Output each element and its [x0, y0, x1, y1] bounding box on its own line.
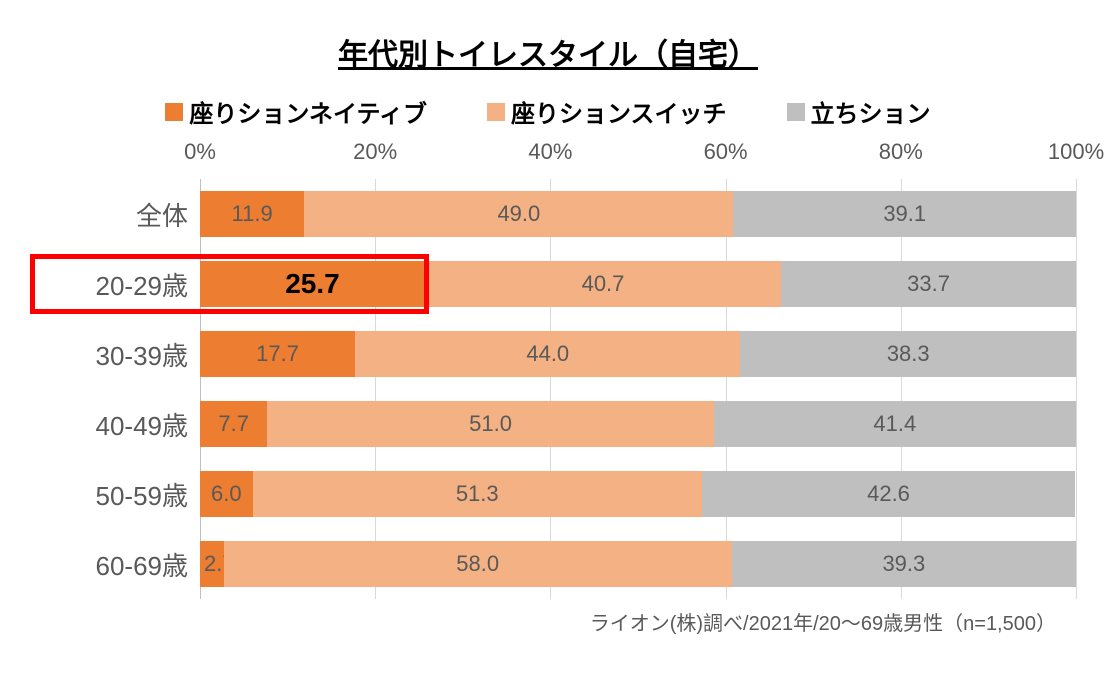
value-label: 17.7 — [256, 341, 299, 367]
plot-area: 全体11.949.039.120-29歳25.740.733.730-39歳17… — [20, 179, 1076, 599]
bar-segment: 41.4 — [714, 401, 1076, 447]
bar-row: 40-49歳 7.7 51.0 41.4 — [20, 389, 1076, 459]
chart-container: 年代別トイレスタイル（自宅） 座りションネイティブ 座りションスイッチ 立ちショ… — [0, 0, 1116, 675]
bar-segment: 51.0 — [267, 401, 713, 447]
legend-swatch — [787, 103, 805, 121]
legend-label: 立ちション — [811, 94, 931, 129]
legend: 座りションネイティブ 座りションスイッチ 立ちション — [20, 94, 1076, 129]
legend-swatch — [165, 103, 183, 121]
value-label: 51.0 — [469, 411, 512, 437]
category-label: 20-29歳 — [20, 266, 200, 303]
bar-segment: 58.0 — [224, 541, 732, 587]
bar-segment: 49.0 — [304, 191, 733, 237]
bar-track: 6.0 51.3 42.6 — [200, 471, 1076, 517]
bar-row: 全体 11.9 49.0 39.1 — [20, 179, 1076, 249]
bar-track: 2.7 58.0 39.3 — [200, 541, 1076, 587]
bar-track: 11.9 49.0 39.1 — [200, 191, 1076, 237]
bar-segment: 7.7 — [200, 401, 267, 447]
category-label: 全体 — [20, 196, 200, 233]
value-label: 40.7 — [582, 271, 625, 297]
x-axis-tick-label: 100% — [1048, 139, 1104, 165]
chart-footnote: ライオン(株)調べ/2021年/20～69歳男性（n=1,500） — [20, 607, 1076, 636]
legend-swatch — [487, 103, 505, 121]
value-label: 42.6 — [867, 481, 910, 507]
value-label: 25.7 — [285, 268, 340, 300]
bar-segment: 2.7 — [200, 541, 224, 587]
value-label: 51.3 — [456, 481, 499, 507]
category-label: 40-49歳 — [20, 406, 200, 443]
bar-segment: 33.7 — [781, 261, 1076, 307]
bar-segment: 40.7 — [425, 261, 781, 307]
value-label: 39.1 — [883, 201, 926, 227]
value-label: 41.4 — [873, 411, 916, 437]
value-label: 38.3 — [887, 341, 930, 367]
bar-segment: 25.7 — [200, 261, 425, 307]
legend-item-switch: 座りションスイッチ — [487, 94, 727, 129]
bar-segment: 51.3 — [253, 471, 702, 517]
x-axis-tick-label: 40% — [528, 139, 572, 165]
x-axis-tick-label: 0% — [184, 139, 216, 165]
bar-segment: 44.0 — [355, 331, 740, 377]
category-label: 50-59歳 — [20, 476, 200, 513]
value-label: 44.0 — [526, 341, 569, 367]
x-axis-tick-label: 80% — [879, 139, 923, 165]
value-label: 33.7 — [907, 271, 950, 297]
bar-segment: 6.0 — [200, 471, 253, 517]
category-label: 60-69歳 — [20, 546, 200, 583]
bar-segment: 42.6 — [702, 471, 1075, 517]
bar-row: 50-59歳 6.0 51.3 42.6 — [20, 459, 1076, 529]
category-label: 30-39歳 — [20, 336, 200, 373]
bar-row: 30-39歳 17.7 44.0 38.3 — [20, 319, 1076, 389]
bar-segment: 38.3 — [740, 331, 1076, 377]
bar-track: 17.7 44.0 38.3 — [200, 331, 1076, 377]
bar-segment: 39.3 — [732, 541, 1076, 587]
legend-label: 座りションネイティブ — [189, 94, 427, 129]
bar-segment: 39.1 — [733, 191, 1076, 237]
value-label: 58.0 — [456, 551, 499, 577]
value-label: 6.0 — [211, 481, 242, 507]
legend-item-stand: 立ちション — [787, 94, 931, 129]
bar-row: 60-69歳2.7 58.0 39.3 — [20, 529, 1076, 599]
bar-row: 20-29歳 25.7 40.7 33.7 — [20, 249, 1076, 319]
value-label: 49.0 — [497, 201, 540, 227]
legend-label: 座りションスイッチ — [511, 94, 727, 129]
legend-item-native: 座りションネイティブ — [165, 94, 427, 129]
value-label: 7.7 — [218, 411, 249, 437]
grid-line — [1076, 179, 1078, 599]
bar-track: 7.7 51.0 41.4 — [200, 401, 1076, 447]
bar-track: 25.7 40.7 33.7 — [200, 261, 1076, 307]
x-axis-tick-label: 60% — [704, 139, 748, 165]
x-axis: 0%20%40%60%80%100% — [20, 139, 1076, 179]
chart-title: 年代別トイレスタイル（自宅） — [20, 30, 1076, 74]
bar-segment: 11.9 — [200, 191, 304, 237]
value-label: 11.9 — [232, 201, 273, 227]
bar-segment: 17.7 — [200, 331, 355, 377]
x-axis-tick-label: 20% — [353, 139, 397, 165]
value-label: 39.3 — [882, 551, 925, 577]
